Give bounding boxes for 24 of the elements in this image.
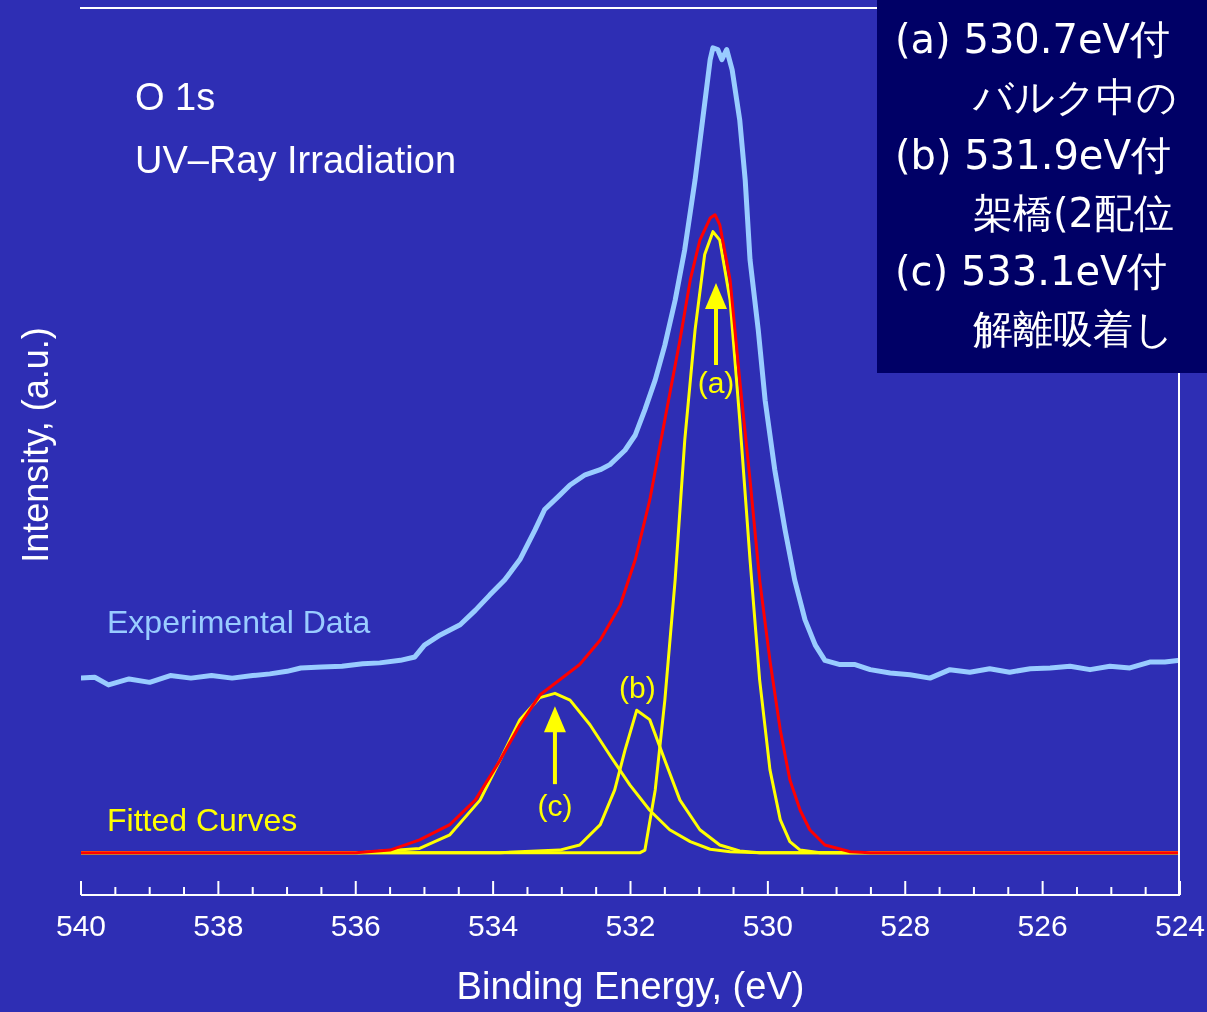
annotation: 架橋(2配位: [972, 189, 1176, 238]
x-tick-label: 540: [55, 909, 107, 942]
annotation: (a): [697, 366, 735, 400]
annotation: Fitted Curves: [107, 802, 298, 839]
annotation: (a) 530.7eV付: [895, 15, 1171, 64]
x-tick-label: 524: [1154, 909, 1206, 942]
x-tick-label: 530: [742, 909, 793, 942]
series-label: Experimental Data: [107, 604, 371, 641]
x-tick-label: 534: [468, 909, 519, 942]
x-tick-label: 526: [1017, 909, 1068, 942]
text: UV–Ray Irradiation: [135, 138, 457, 183]
x-axis-title: Binding Energy, (eV): [456, 965, 805, 1008]
x-tick-label: 538: [193, 909, 244, 942]
x-tick-label: 536: [330, 909, 381, 942]
annotation: (c): [537, 789, 573, 823]
x-tick-label: 528: [880, 909, 931, 942]
annotation: (b) 531.9eV付: [895, 131, 1172, 180]
annotation: (c) 533.1eV付: [895, 247, 1169, 296]
annotation: バルク中の: [972, 73, 1178, 122]
y-axis-title: Intensity, (a.u.): [15, 327, 57, 563]
text: O 1s: [135, 75, 216, 120]
annotation: 解離吸着し: [972, 305, 1175, 354]
annotation: (b): [619, 671, 656, 705]
x-tick-label: 532: [605, 909, 656, 942]
